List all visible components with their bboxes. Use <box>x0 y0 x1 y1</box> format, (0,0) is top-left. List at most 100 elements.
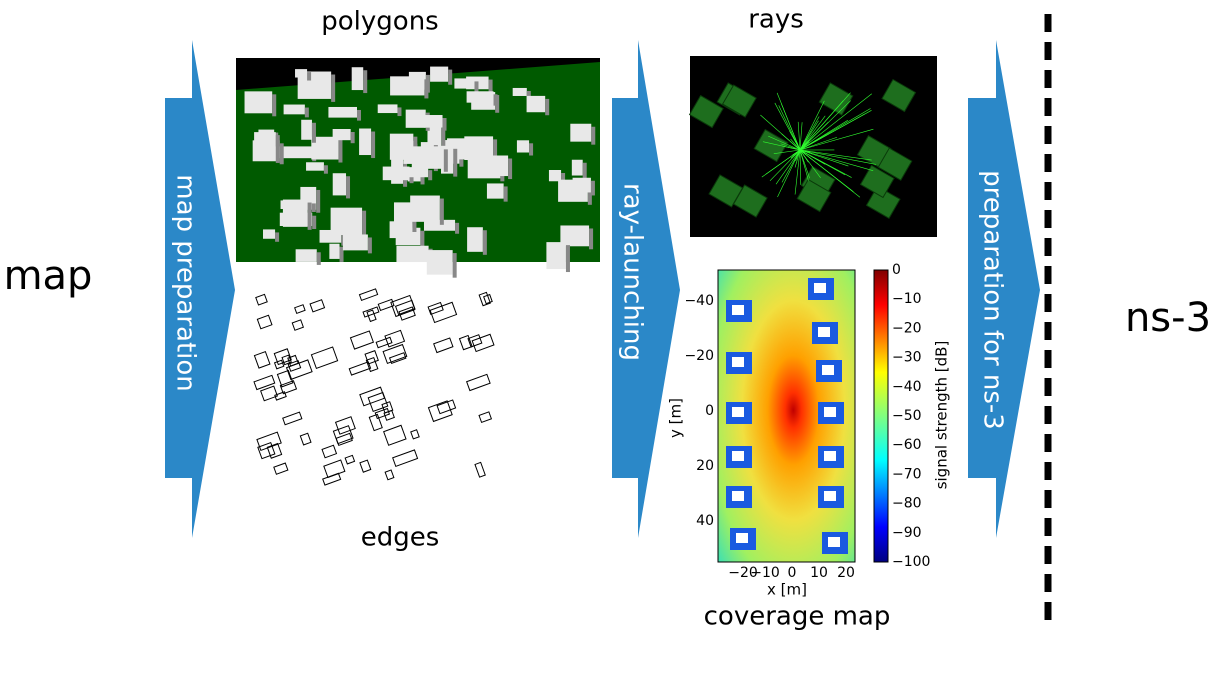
colorbar-tick-label: −40 <box>892 379 922 395</box>
polygons-image <box>236 58 600 278</box>
building-side <box>441 127 446 152</box>
building <box>732 305 744 315</box>
building-edge <box>382 343 408 364</box>
building-edge <box>299 432 312 446</box>
building-side <box>367 237 372 254</box>
step-arrow <box>968 40 1040 538</box>
building-edge <box>466 373 491 392</box>
building <box>824 407 836 417</box>
building-edge <box>358 288 379 301</box>
y-tick-label: 40 <box>696 513 714 529</box>
building-side <box>420 230 425 249</box>
building-side <box>350 132 355 144</box>
building-edge <box>266 442 283 459</box>
building-edge <box>253 350 271 369</box>
building <box>466 91 494 103</box>
ray <box>760 114 801 151</box>
ray <box>799 149 821 179</box>
building <box>512 87 527 96</box>
building-side <box>312 215 317 230</box>
x-tick-label: 0 <box>788 565 797 581</box>
building-side <box>420 171 425 185</box>
x-tick-label: −20 <box>728 565 758 581</box>
building-side <box>311 203 316 212</box>
ray <box>794 149 801 168</box>
building <box>546 242 566 270</box>
building-side <box>424 79 429 99</box>
building-edge <box>375 336 393 349</box>
building-side <box>448 69 453 85</box>
building-edge <box>436 399 457 415</box>
building-side <box>591 126 596 145</box>
building-edge <box>256 314 273 330</box>
building-edge <box>281 354 292 366</box>
building-edge <box>359 386 386 407</box>
building <box>824 491 836 501</box>
building <box>877 147 913 181</box>
building-side <box>304 107 309 118</box>
building <box>560 225 590 247</box>
building-edge <box>368 413 383 432</box>
building-side <box>508 158 513 180</box>
ray <box>799 149 826 165</box>
ray <box>773 149 801 155</box>
building <box>859 164 895 199</box>
y-axis-label: y [m] <box>667 398 685 438</box>
building <box>278 146 313 159</box>
building-side <box>397 107 402 117</box>
building <box>570 123 592 142</box>
building <box>822 365 834 375</box>
building-edge <box>255 293 268 306</box>
building-edge <box>279 380 298 395</box>
building <box>516 140 530 153</box>
colorbar-tick-label: −100 <box>892 554 930 570</box>
ray <box>790 149 801 159</box>
building-edge <box>398 306 416 321</box>
building-edge <box>294 304 306 314</box>
ray <box>799 110 872 151</box>
building-edge <box>383 409 395 421</box>
panel-title: edges <box>361 523 440 553</box>
building-edge <box>349 330 375 350</box>
building-edge <box>458 334 473 351</box>
building <box>393 202 413 229</box>
y-tick-label: −40 <box>684 293 714 309</box>
building-side <box>561 172 566 185</box>
building-edge <box>384 329 406 348</box>
building <box>330 207 363 236</box>
rays-image <box>688 56 937 237</box>
building-side <box>493 139 498 164</box>
ray <box>799 149 802 185</box>
building-side <box>482 230 487 255</box>
building <box>454 78 475 89</box>
building-edge <box>321 444 338 459</box>
building-side <box>453 148 458 177</box>
building <box>395 227 421 246</box>
ray <box>799 149 877 165</box>
building <box>244 91 273 114</box>
building <box>467 156 501 179</box>
building <box>732 491 744 501</box>
ray <box>775 149 801 185</box>
ray <box>790 138 801 151</box>
panel-title: polygons <box>321 7 438 37</box>
building-edge <box>332 425 354 445</box>
building <box>295 69 308 78</box>
building <box>282 199 308 227</box>
building-side <box>339 246 344 262</box>
building-side <box>316 252 321 265</box>
building <box>430 66 449 82</box>
building-edge <box>478 411 493 424</box>
building <box>526 95 546 113</box>
building-side <box>338 139 343 163</box>
building <box>818 327 830 337</box>
building <box>263 229 276 239</box>
building <box>283 104 305 115</box>
building <box>486 183 504 199</box>
building-edge <box>273 348 292 366</box>
building-edge <box>377 298 395 312</box>
building-edge <box>474 461 486 478</box>
building-edge <box>366 309 377 323</box>
building <box>732 451 744 461</box>
building <box>377 104 398 114</box>
